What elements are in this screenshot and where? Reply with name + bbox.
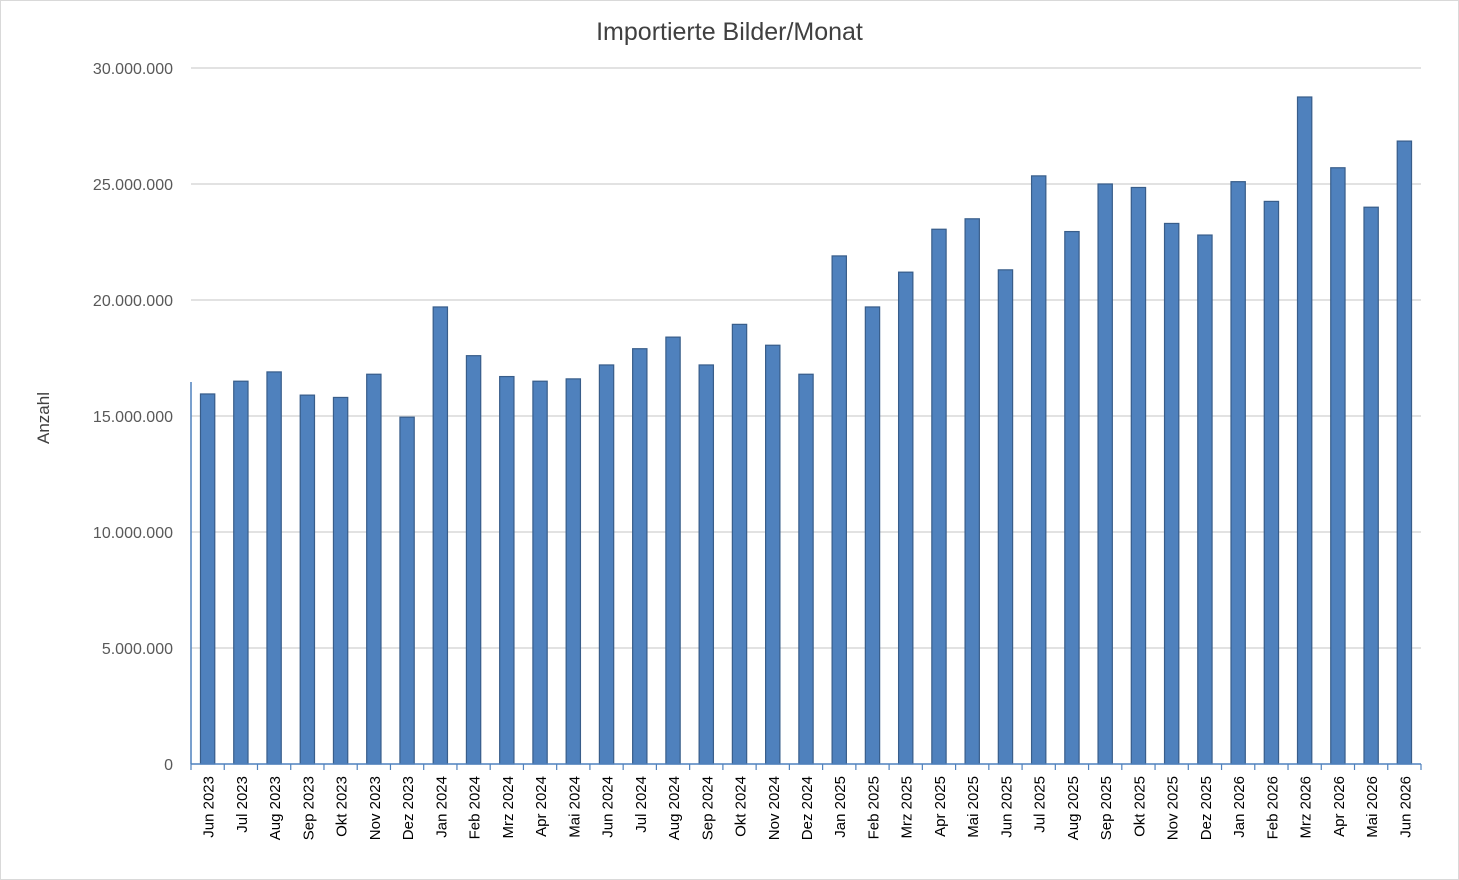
x-tick-label: Apr 2025 xyxy=(932,776,949,837)
x-tick-label: Mai 2025 xyxy=(965,776,982,838)
bar xyxy=(1263,200,1280,765)
bar xyxy=(332,396,349,765)
x-tick-label: Nov 2023 xyxy=(367,776,384,840)
bar xyxy=(432,306,449,765)
bar xyxy=(897,271,914,765)
x-tick-label: Jun 2024 xyxy=(600,776,617,838)
x-tick-label: Jul 2025 xyxy=(1032,776,1049,833)
x-tick-label: Jun 2023 xyxy=(201,776,218,838)
bar xyxy=(1163,222,1180,765)
x-tick-label: Jul 2023 xyxy=(234,776,251,833)
x-tick-label: Dez 2025 xyxy=(1198,776,1215,840)
bar xyxy=(632,348,648,765)
bar xyxy=(1363,206,1379,765)
x-tick-label: Aug 2024 xyxy=(666,776,683,840)
x-tick-label: Mrz 2024 xyxy=(500,776,517,839)
x-tick-label: Dez 2024 xyxy=(799,776,816,840)
bar xyxy=(1130,186,1147,765)
x-tick-label: Aug 2025 xyxy=(1065,776,1082,840)
bar xyxy=(665,336,681,765)
x-tick-label: Jan 2024 xyxy=(433,776,450,838)
bar xyxy=(931,228,947,765)
bar xyxy=(598,364,615,765)
bar xyxy=(1396,140,1413,765)
bar xyxy=(831,255,847,765)
x-tick-label: Jun 2026 xyxy=(1397,776,1414,838)
axes xyxy=(190,382,1422,770)
bar xyxy=(366,373,382,765)
bar xyxy=(299,394,316,765)
x-tick-label: Jul 2024 xyxy=(633,776,650,833)
y-tick-label: 15.000.000 xyxy=(93,409,173,426)
y-tick-label: 10.000.000 xyxy=(93,525,173,542)
x-tick-label: Mai 2026 xyxy=(1364,776,1381,838)
x-tick-label: Apr 2026 xyxy=(1331,776,1348,837)
x-tick-label: Dez 2023 xyxy=(400,776,417,840)
chart-title: Importierte Bilder/Monat xyxy=(596,18,863,46)
y-tick-label: 25.000.000 xyxy=(93,177,173,194)
bar xyxy=(864,306,881,765)
bar xyxy=(1230,181,1246,765)
x-tick-label: Mrz 2025 xyxy=(899,776,916,839)
y-tick-label: 0 xyxy=(164,757,173,774)
bar xyxy=(499,375,515,765)
bar xyxy=(199,393,216,765)
bar xyxy=(997,269,1014,765)
bar xyxy=(1030,175,1047,765)
bar xyxy=(1097,183,1113,765)
y-tick-label: 20.000.000 xyxy=(93,293,173,310)
bar xyxy=(1330,167,1346,765)
bar xyxy=(233,380,249,765)
bar xyxy=(1197,234,1213,765)
bar xyxy=(532,380,548,765)
x-tick-label: Apr 2024 xyxy=(533,776,550,837)
bar xyxy=(964,218,980,765)
bar xyxy=(765,344,781,765)
x-tick-labels: Jun 2023 Jul 2023 Aug 2023 Sep 2023 Okt 2023… xyxy=(201,776,1415,840)
bar xyxy=(1064,230,1080,765)
x-tick-label: Sep 2023 xyxy=(300,776,317,840)
bar xyxy=(399,416,415,765)
x-tick-label: Jun 2025 xyxy=(998,776,1015,838)
bar xyxy=(465,355,482,765)
y-tick-label: 30.000.000 xyxy=(93,61,173,78)
x-tick-label: Mrz 2026 xyxy=(1298,776,1315,839)
x-tick-label: Okt 2023 xyxy=(334,776,351,837)
x-tick-label: Jan 2026 xyxy=(1231,776,1248,838)
bar xyxy=(698,364,715,765)
x-tick-label: Sep 2024 xyxy=(699,776,716,840)
x-tick-label: Jan 2025 xyxy=(832,776,849,838)
bar xyxy=(731,323,748,765)
x-tick-label: Feb 2026 xyxy=(1264,776,1281,839)
y-tick-labels: 0 5.000.000 10.000.000 15.000.000 20.000.000… xyxy=(93,61,173,774)
x-tick-label: Sep 2025 xyxy=(1098,776,1115,840)
x-tick-label: Feb 2024 xyxy=(467,776,484,839)
x-tick-label: Feb 2025 xyxy=(865,776,882,839)
x-tick-label: Mai 2024 xyxy=(566,776,583,838)
x-tick-label: Nov 2024 xyxy=(766,776,783,840)
x-tick-label: Nov 2025 xyxy=(1165,776,1182,840)
bar xyxy=(798,373,814,765)
bar xyxy=(565,378,582,765)
bar xyxy=(1296,96,1313,765)
x-tick-label: Okt 2025 xyxy=(1131,776,1148,837)
bars xyxy=(199,96,1413,765)
x-tick-label: Okt 2024 xyxy=(733,776,750,837)
x-tick-label: Aug 2023 xyxy=(267,776,284,840)
bar xyxy=(266,371,282,765)
y-tick-label: 5.000.000 xyxy=(102,641,173,658)
